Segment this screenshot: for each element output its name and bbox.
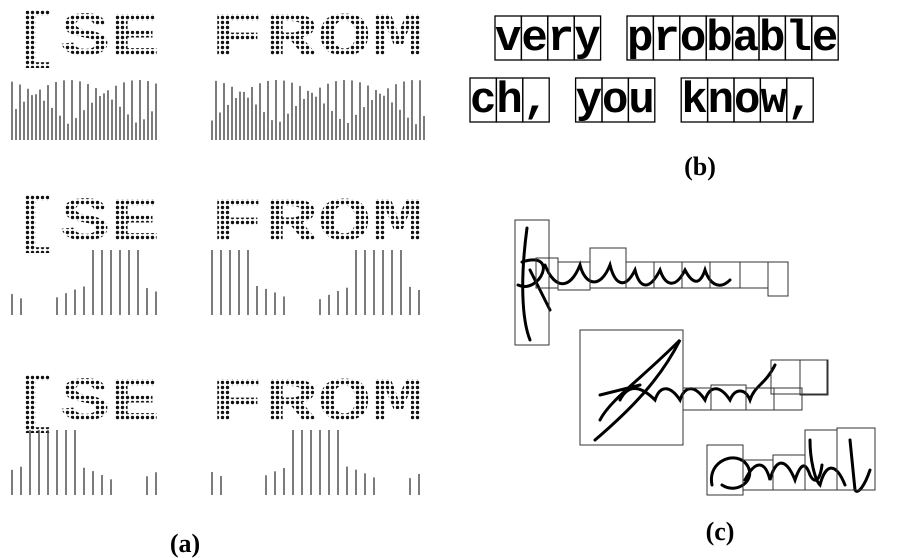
dotted-word: [SE — [10, 368, 160, 439]
dotted-word: FROM — [210, 368, 425, 439]
printed-line: ch, you know, — [470, 76, 813, 126]
panel-label: (b) — [684, 152, 716, 181]
figure: (a) (b) (c) [SE FROM [SE FROM [SE FROM very pr… — [0, 0, 923, 558]
printed-line: very probable — [495, 14, 838, 64]
dotted-word: FROM — [210, 3, 425, 74]
panel-label: (c) — [706, 517, 735, 546]
dotted-word: [SE — [10, 188, 160, 259]
segment-boxes — [515, 220, 875, 495]
dotted-word: [SE — [10, 3, 160, 74]
dotted-word: FROM — [210, 188, 425, 259]
panel-label: (a) — [170, 529, 200, 558]
